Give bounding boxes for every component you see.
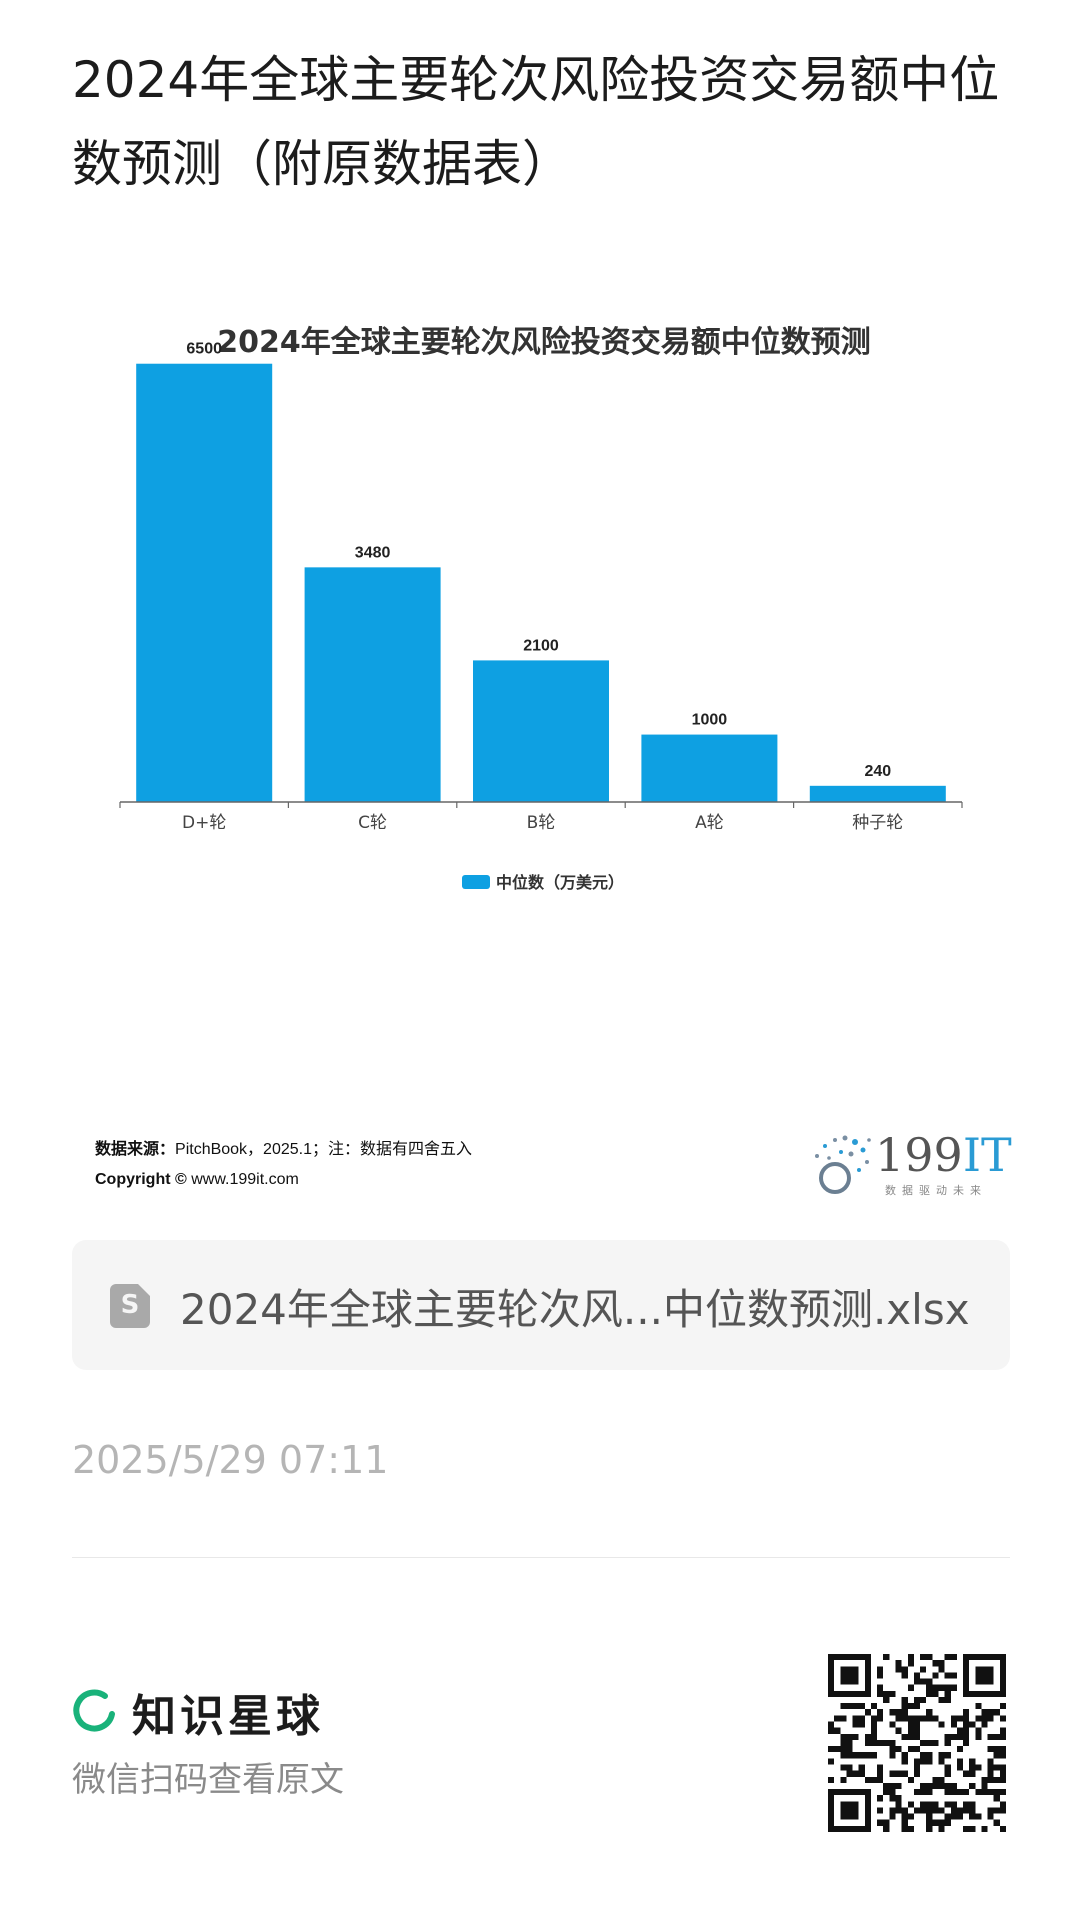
legend-swatch [462,875,490,889]
bar-2 [473,660,609,802]
brand-name: 知识星球 [132,1691,324,1742]
logo-199it: 199IT 数据驱动未来 [805,1128,1012,1200]
bar-chart: 2024年全球主要轮次风险投资交易额中位数预测 6500 3480 2100 1000… [0,300,1080,1220]
file-attachment-card[interactable]: S 2024年全球主要轮次风...中位数预测.xlsx [72,1240,1010,1370]
legend: 中位数（万美元） [462,873,624,892]
qr-code[interactable] [828,1654,1006,1832]
bar-value-label: 6500 [186,341,222,358]
bar-4 [809,785,946,802]
logo-text: 199IT [875,1128,1012,1182]
logo-dots-icon [815,1135,871,1194]
bar-1 [304,567,441,802]
copyright-line: Copyright © www.199it.com [95,1165,472,1195]
bar-3 [641,734,778,802]
source-text: PitchBook，2025.1；注：数据有四舍五入 [175,1141,472,1158]
file-name: 2024年全球主要轮次风...中位数预测.xlsx [180,1285,970,1334]
spreadsheet-icon: S [110,1284,150,1328]
legend-label: 中位数（万美元） [496,873,624,892]
bar-0 [136,363,273,802]
x-tick-label: 种子轮 [852,813,903,833]
planet-ring-icon [73,1689,115,1732]
divider [72,1557,1010,1558]
chart-title: 2024年全球主要轮次风险投资交易额中位数预测 [217,325,871,360]
bar-value-label: 240 [864,763,891,780]
x-tick-label: D+轮 [182,813,226,833]
copyright-site: www.199it.com [191,1171,299,1188]
bar-value-label: 1000 [692,712,728,729]
x-tick-label: A轮 [695,813,724,833]
source-block: 数据来源：PitchBook，2025.1；注：数据有四舍五入 Copyrigh… [95,1135,472,1195]
bar-value-label: 2100 [523,637,559,654]
copyright-label: Copyright © [95,1171,187,1188]
logo-tagline: 数据驱动未来 [885,1184,987,1197]
scan-hint: 微信扫码查看原文 [72,1760,344,1800]
bar-value-label: 3480 [355,544,391,561]
bar-chart-svg: 2024年全球主要轮次风险投资交易额中位数预测 6500 3480 2100 1000… [119,325,963,892]
x-tick-label: C轮 [358,813,387,833]
page-title: 2024年全球主要轮次风险投资交易额中位数预测（附原数据表） [72,51,1000,193]
post-timestamp: 2025/5/29 07:11 [72,1438,389,1482]
x-ticks: D+轮 C轮 B轮 A轮 种子轮 [119,802,963,833]
bars-group: 6500 3480 2100 1000 240 [136,341,946,802]
x-tick-label: B轮 [527,813,556,833]
source-line: 数据来源：PitchBook，2025.1；注：数据有四舍五入 [95,1135,472,1165]
source-label: 数据来源： [95,1141,176,1158]
